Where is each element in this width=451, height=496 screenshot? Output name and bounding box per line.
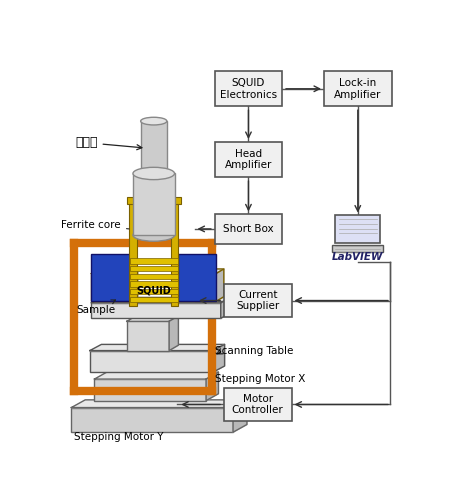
Text: 冷却部: 冷却部 <box>75 136 142 150</box>
Text: Ferrite core: Ferrite core <box>61 220 129 230</box>
Polygon shape <box>127 316 179 321</box>
Bar <box>336 215 380 243</box>
Text: SQUID
Electronics: SQUID Electronics <box>220 78 277 100</box>
Polygon shape <box>178 269 224 274</box>
Text: Stepping Motor Y: Stepping Motor Y <box>74 432 164 442</box>
Bar <box>94 379 206 401</box>
Bar <box>130 274 178 279</box>
Text: Lock-in
Amplifier: Lock-in Amplifier <box>334 78 382 100</box>
Polygon shape <box>213 344 225 372</box>
Bar <box>133 174 175 235</box>
Bar <box>324 71 391 107</box>
Ellipse shape <box>133 167 175 180</box>
Bar <box>130 281 178 287</box>
Bar <box>332 245 383 252</box>
Bar <box>130 258 178 263</box>
Polygon shape <box>206 372 218 401</box>
Text: Short Box: Short Box <box>223 224 274 234</box>
Text: Stepping Motor X: Stepping Motor X <box>216 374 306 384</box>
Polygon shape <box>92 298 231 303</box>
Polygon shape <box>221 298 231 318</box>
Polygon shape <box>216 269 224 301</box>
Text: Scanning Table: Scanning Table <box>216 346 294 356</box>
Text: SQUID: SQUID <box>136 286 171 296</box>
Polygon shape <box>94 372 218 379</box>
Polygon shape <box>130 269 138 301</box>
Bar <box>170 198 179 306</box>
Polygon shape <box>90 344 225 351</box>
Bar <box>215 214 282 244</box>
Bar <box>130 289 178 294</box>
Polygon shape <box>233 400 247 432</box>
Bar <box>92 303 221 318</box>
Bar <box>92 274 130 301</box>
Bar <box>224 284 292 317</box>
Bar <box>130 266 178 271</box>
Polygon shape <box>169 316 179 351</box>
Text: LabVIEW: LabVIEW <box>332 252 383 262</box>
Bar <box>127 321 169 351</box>
Bar <box>224 388 292 421</box>
Bar <box>178 253 216 301</box>
Bar <box>92 253 130 301</box>
Text: Sample: Sample <box>76 300 115 315</box>
Bar <box>130 297 178 302</box>
Text: Motor
Controller: Motor Controller <box>232 394 284 415</box>
Bar <box>127 196 181 204</box>
Text: Current
Supplier: Current Supplier <box>236 290 279 311</box>
Bar <box>215 71 282 107</box>
Bar <box>141 121 167 175</box>
Polygon shape <box>71 400 247 408</box>
Bar <box>129 198 137 306</box>
Bar <box>90 351 213 372</box>
Bar <box>71 408 233 432</box>
Polygon shape <box>92 269 138 274</box>
Ellipse shape <box>133 229 175 241</box>
Ellipse shape <box>141 171 167 179</box>
Bar <box>178 274 216 301</box>
Text: Head
Amplifier: Head Amplifier <box>225 149 272 171</box>
Bar <box>215 142 282 178</box>
Ellipse shape <box>141 117 167 125</box>
